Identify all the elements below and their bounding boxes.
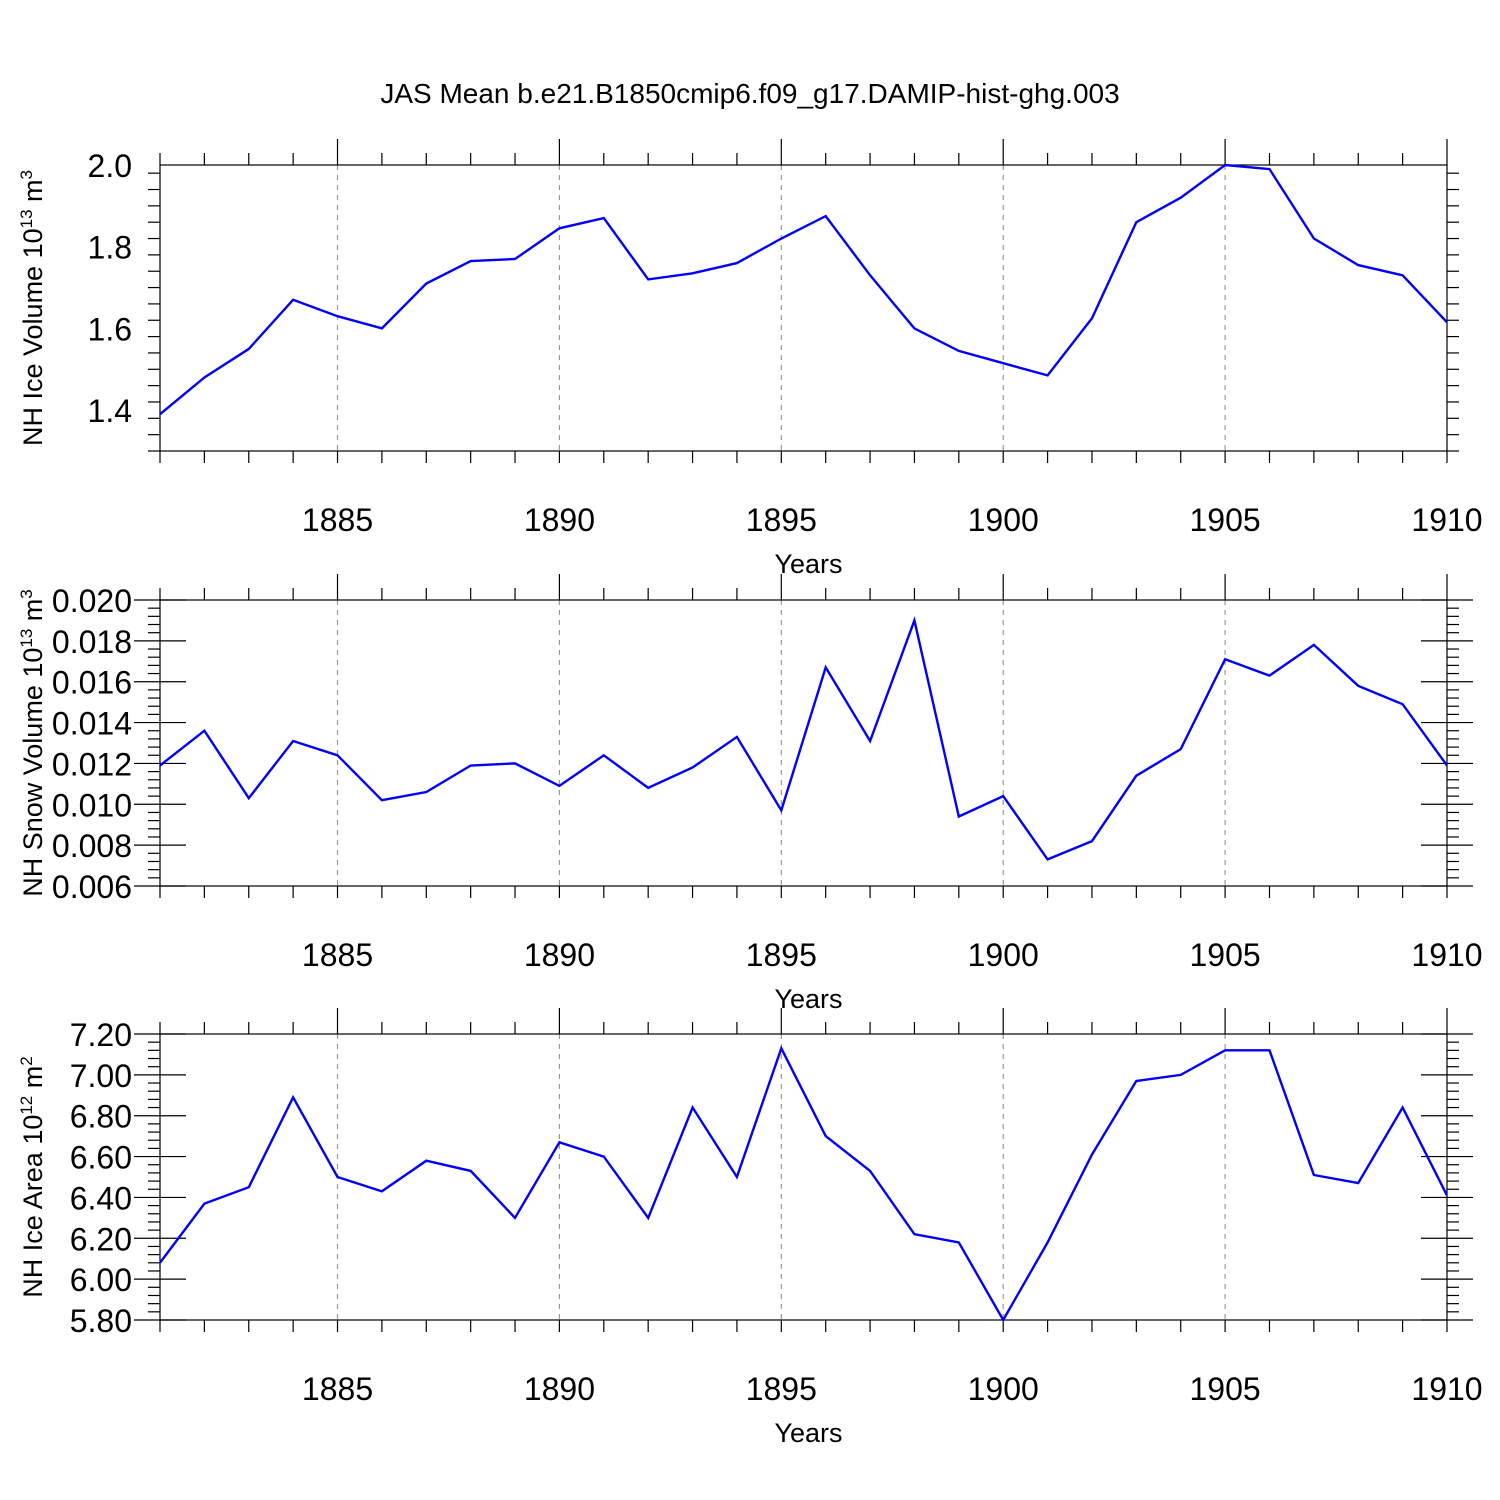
chart-panel-2: 1885 1890 1895 1900 1905 1910 0.006 0.008 0.010 0… [17,574,1483,1014]
y-axis-title: NH Ice Volume 1013 m3 [17,170,48,446]
y-tick-label: 0.008 [52,828,132,864]
chart-panel-1: 1885 1890 1895 1900 1905 1910 1.4 1.6 1.8 2.0 Year… [17,139,1483,579]
y-tick-label: 5.80 [70,1303,132,1339]
plot-frame [159,599,1448,887]
series-line [160,1045,1447,1322]
x-tick-label: 1905 [1190,937,1261,973]
y-tick-label: 6.40 [70,1180,132,1216]
x-axis-title: Years [774,549,842,579]
y-tick-label: 1.6 [88,311,132,347]
y-tick-label: 2.0 [88,148,132,184]
y-axis-title: NH Ice Area 1012 m2 [17,1056,48,1297]
x-tick-label: 1895 [746,937,817,973]
series-line [160,616,1447,861]
x-tick-label: 1905 [1190,1371,1261,1407]
x-tick-label: 1900 [968,937,1039,973]
y-tick-label: 1.4 [88,393,132,429]
series-line [160,163,1447,416]
plot-frame [159,1033,1448,1321]
x-tick-label: 1900 [968,502,1039,538]
x-tick-label: 1905 [1190,502,1261,538]
y-tick-label: 6.00 [70,1262,132,1298]
y-tick-label: 7.20 [70,1017,132,1053]
x-axis-title: Years [774,1418,842,1448]
y-tick-label: 0.016 [52,665,132,701]
y-tick-label: 1.8 [88,230,132,266]
x-tick-label: 1890 [524,937,595,973]
chart-panel-3: 1885 1890 1895 1900 1905 1910 5.80 6.00 6.20 6.40… [17,1008,1483,1448]
x-tick-label: 1890 [524,502,595,538]
y-tick-label: 0.020 [52,583,132,619]
y-tick-label: 0.018 [52,624,132,660]
y-tick-label: 0.012 [52,746,132,782]
y-tick-label: 6.80 [70,1099,132,1135]
x-tick-label: 1895 [746,502,817,538]
x-tick-label: 1885 [302,1371,373,1407]
x-tick-label: 1895 [746,1371,817,1407]
x-tick-label: 1910 [1411,937,1482,973]
y-tick-label: 7.00 [70,1058,132,1094]
x-tick-label: 1910 [1411,1371,1482,1407]
figure-title: JAS Mean b.e21.B1850cmip6.f09_g17.DAMIP-… [380,78,1119,109]
x-tick-label: 1900 [968,1371,1039,1407]
plot-frame [159,164,1448,452]
x-tick-label: 1890 [524,1371,595,1407]
y-tick-label: 0.006 [52,869,132,905]
y-tick-label: 0.010 [52,787,132,823]
x-axis-title: Years [774,984,842,1014]
y-axis-title: NH Snow Volume 1013 m3 [17,589,48,897]
x-tick-label: 1885 [302,502,373,538]
x-tick-label: 1910 [1411,502,1482,538]
y-tick-label: 0.014 [52,706,132,742]
x-tick-label: 1885 [302,937,373,973]
y-tick-label: 6.20 [70,1221,132,1257]
y-tick-label: 6.60 [70,1140,132,1176]
